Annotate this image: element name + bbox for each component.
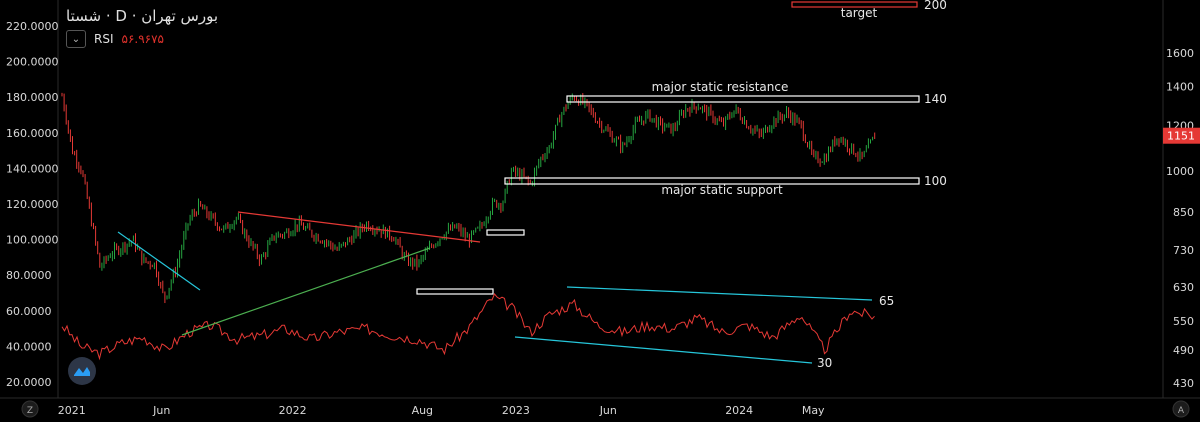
left-axis-tick-label: 20.0000 [6,376,52,389]
rsi-upper-level-label: 65 [879,294,894,308]
left-axis-tick-label: 120.0000 [6,198,59,211]
left-axis-tick-label: 40.0000 [6,340,52,353]
auto-scale-button-label: A [1178,406,1185,416]
zoom-button-label: Z [27,406,33,416]
right-axis-tick-label: 1600 [1166,47,1194,60]
right-axis-tick-label: 490 [1173,344,1194,357]
support-label: major static support [661,183,783,197]
target-level-label: 200 [924,0,947,12]
right-axis-tick-label: 630 [1173,281,1194,294]
price-trendline-cyan [117,231,201,291]
right-axis-tick-label: 1400 [1166,81,1194,94]
left-axis-tick-label: 180.0000 [6,91,59,104]
left-axis-tick-label: 140.0000 [6,162,59,175]
left-axis-tick-label: 160.0000 [6,127,59,140]
right-axis-tick-label: 550 [1173,315,1194,328]
left-axis-tick-label: 200.0000 [6,56,59,69]
indicator-name: RSI [94,32,114,46]
x-axis-tick-label: 2023 [502,404,530,417]
auto-scale-button[interactable] [1172,400,1190,418]
target-label: target [841,6,878,20]
x-axis-tick-label: 2021 [58,404,86,417]
zoom-button[interactable] [21,400,39,418]
rsi-lower-level-label: 30 [817,356,832,370]
small-zone-1 [416,288,494,295]
resistance-level-label: 140 [924,92,947,106]
x-axis-tick-label: 2024 [725,404,753,417]
left-axis-tick-label: 100.0000 [6,234,59,247]
target-zone [791,1,918,8]
x-axis-tick-label: Jun [599,404,617,417]
indicator-row: ⌄ RSI ۵۶.۹۶۷۵ [66,30,164,48]
right-axis-tick-label: 430 [1173,377,1194,390]
support-level-label: 100 [924,174,947,188]
x-axis-tick-label: 2022 [279,404,307,417]
rsi-resistance-line [566,286,873,301]
left-axis-tick-label: 60.0000 [6,305,52,318]
current-price-tag [1163,127,1200,144]
right-axis-tick-label: 1000 [1166,165,1194,178]
price-trendline-green [181,247,431,336]
support-zone [504,177,920,185]
left-axis-tick-label: 220.0000 [6,20,59,33]
chevron-down-icon[interactable]: ⌄ [66,30,86,48]
chart-title: بورس تهران · D · شستا [66,7,219,25]
resistance-label: major static resistance [652,80,789,94]
x-axis-tick-label: May [802,404,825,417]
tradingview-logo-icon[interactable] [68,357,96,385]
left-axis-tick-label: 80.0000 [6,269,52,282]
indicator-value: ۵۶.۹۶۷۵ [121,32,165,46]
x-axis-tick-label: Jun [152,404,170,417]
rsi-support-line [514,336,813,364]
x-axis-tick-label: Aug [412,404,433,417]
current-price-label: 1151 [1167,130,1195,143]
price-trendline-red [237,211,481,243]
right-axis-tick-label: 850 [1173,206,1194,219]
resistance-zone [566,95,920,103]
right-axis-tick-label: 730 [1173,244,1194,257]
small-zone-2 [486,229,525,236]
rsi-line [61,293,875,361]
